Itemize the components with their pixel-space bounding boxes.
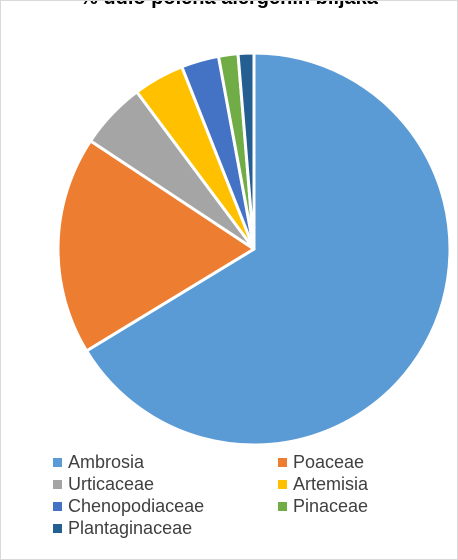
legend-label: Pinaceae xyxy=(293,496,368,517)
legend-swatch xyxy=(278,502,287,511)
legend-swatch xyxy=(53,502,62,511)
legend-label: Poaceae xyxy=(293,452,364,473)
legend-item-pinaceae: Pinaceae xyxy=(278,495,453,517)
legend-swatch xyxy=(53,458,62,467)
legend-item-urticaceae: Urticaceae xyxy=(53,473,278,495)
legend-label: Urticaceae xyxy=(68,474,154,495)
legend-label: Plantaginaceae xyxy=(68,518,192,539)
pie-chart xyxy=(1,1,458,451)
legend-item-poaceae: Poaceae xyxy=(278,451,453,473)
legend-item-ambrosia: Ambrosia xyxy=(53,451,278,473)
legend-swatch xyxy=(53,524,62,533)
legend-label: Chenopodiaceae xyxy=(68,496,204,517)
legend-swatch xyxy=(278,458,287,467)
legend-item-artemisia: Artemisia xyxy=(278,473,453,495)
legend-item-plantaginaceae: Plantaginaceae xyxy=(53,517,278,539)
legend-label: Ambrosia xyxy=(68,452,144,473)
legend-swatch xyxy=(53,480,62,489)
legend-swatch xyxy=(278,480,287,489)
chart-legend: Ambrosia Poaceae Urticaceae Artemisia Chenop… xyxy=(53,451,453,539)
legend-label: Artemisia xyxy=(293,474,368,495)
legend-item-chenopodiaceae: Chenopodiaceae xyxy=(53,495,278,517)
